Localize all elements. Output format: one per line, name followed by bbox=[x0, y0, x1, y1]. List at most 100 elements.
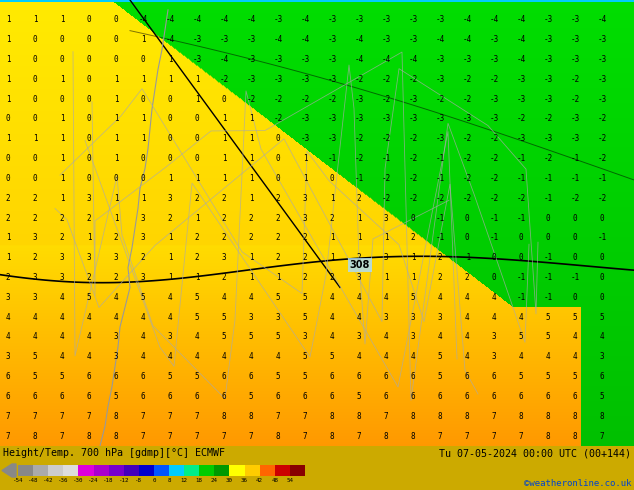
Text: 0: 0 bbox=[87, 154, 91, 163]
Text: 3: 3 bbox=[6, 352, 10, 361]
Text: 5: 5 bbox=[60, 372, 64, 381]
Text: 7: 7 bbox=[249, 432, 254, 441]
Text: 2: 2 bbox=[6, 214, 10, 222]
Text: 0: 0 bbox=[6, 154, 10, 163]
Text: 4: 4 bbox=[249, 352, 254, 361]
Text: 0: 0 bbox=[33, 115, 37, 123]
Text: 4: 4 bbox=[600, 333, 604, 342]
Text: 2: 2 bbox=[113, 273, 119, 282]
Text: 0: 0 bbox=[87, 174, 91, 183]
Text: 4: 4 bbox=[357, 352, 361, 361]
Text: 0: 0 bbox=[411, 214, 415, 222]
Text: 8: 8 bbox=[465, 412, 469, 421]
Text: 6: 6 bbox=[195, 392, 199, 401]
Text: 1: 1 bbox=[167, 253, 172, 262]
Text: -1: -1 bbox=[597, 174, 607, 183]
Text: -3: -3 bbox=[516, 134, 526, 143]
Text: -3: -3 bbox=[301, 75, 309, 84]
Text: -4: -4 bbox=[382, 55, 391, 64]
Text: -3: -3 bbox=[354, 95, 364, 103]
Text: -3: -3 bbox=[327, 115, 337, 123]
Text: 1: 1 bbox=[167, 174, 172, 183]
Text: 1: 1 bbox=[113, 115, 119, 123]
Text: 7: 7 bbox=[141, 412, 145, 421]
Text: -3: -3 bbox=[489, 95, 498, 103]
Text: 308: 308 bbox=[350, 260, 370, 270]
Text: 5: 5 bbox=[302, 293, 307, 302]
Text: 2: 2 bbox=[357, 194, 361, 203]
Text: 3: 3 bbox=[492, 333, 496, 342]
Text: 0: 0 bbox=[600, 253, 604, 262]
Text: -4: -4 bbox=[273, 35, 283, 44]
Text: 6: 6 bbox=[330, 372, 334, 381]
Text: -4: -4 bbox=[138, 15, 148, 24]
Text: 5: 5 bbox=[411, 293, 415, 302]
Text: 2: 2 bbox=[141, 253, 145, 262]
Text: 3: 3 bbox=[33, 233, 37, 243]
Text: 6: 6 bbox=[6, 392, 10, 401]
Text: 5: 5 bbox=[302, 313, 307, 321]
Text: 6: 6 bbox=[600, 372, 604, 381]
Text: -1: -1 bbox=[516, 214, 526, 222]
Text: 5: 5 bbox=[302, 352, 307, 361]
Text: 2: 2 bbox=[195, 194, 199, 203]
Text: -30: -30 bbox=[73, 477, 84, 483]
Text: -2: -2 bbox=[489, 134, 498, 143]
Text: -3: -3 bbox=[462, 115, 472, 123]
Text: 42: 42 bbox=[256, 477, 263, 483]
Text: 1: 1 bbox=[302, 154, 307, 163]
Text: -36: -36 bbox=[58, 477, 68, 483]
Text: 5: 5 bbox=[357, 392, 361, 401]
Text: 0: 0 bbox=[141, 154, 145, 163]
Text: -2: -2 bbox=[571, 194, 579, 203]
Text: 1: 1 bbox=[113, 194, 119, 203]
Text: 7: 7 bbox=[302, 412, 307, 421]
Text: 4: 4 bbox=[222, 352, 226, 361]
Text: 4: 4 bbox=[33, 313, 37, 321]
Text: -3: -3 bbox=[489, 35, 498, 44]
Text: 3: 3 bbox=[6, 293, 10, 302]
Text: 1: 1 bbox=[249, 253, 254, 262]
Text: 0: 0 bbox=[60, 95, 64, 103]
Text: -3: -3 bbox=[543, 35, 553, 44]
Text: 4: 4 bbox=[6, 333, 10, 342]
Text: -3: -3 bbox=[543, 55, 553, 64]
Bar bbox=[18, 465, 33, 476]
Text: 3: 3 bbox=[60, 273, 64, 282]
Text: 2: 2 bbox=[222, 273, 226, 282]
Text: 2: 2 bbox=[276, 194, 280, 203]
Text: -3: -3 bbox=[408, 35, 418, 44]
Text: 0: 0 bbox=[60, 35, 64, 44]
Bar bbox=[108, 465, 124, 476]
Text: 0: 0 bbox=[87, 115, 91, 123]
Text: 2: 2 bbox=[437, 273, 443, 282]
Text: -2: -2 bbox=[408, 194, 418, 203]
Text: 5: 5 bbox=[546, 372, 550, 381]
Text: 1: 1 bbox=[113, 214, 119, 222]
Text: 1: 1 bbox=[141, 194, 145, 203]
Text: -1: -1 bbox=[516, 293, 526, 302]
Text: 1: 1 bbox=[113, 154, 119, 163]
Text: -4: -4 bbox=[462, 15, 472, 24]
Text: -3: -3 bbox=[597, 55, 607, 64]
Text: 1: 1 bbox=[411, 253, 415, 262]
Text: 4: 4 bbox=[519, 313, 523, 321]
Text: 1: 1 bbox=[222, 134, 226, 143]
Text: 8: 8 bbox=[546, 412, 550, 421]
Text: 4: 4 bbox=[492, 293, 496, 302]
Text: 1: 1 bbox=[222, 174, 226, 183]
Text: 1: 1 bbox=[195, 214, 199, 222]
Text: 4: 4 bbox=[519, 352, 523, 361]
Text: -2: -2 bbox=[462, 174, 472, 183]
Text: 0: 0 bbox=[573, 214, 578, 222]
Text: 7: 7 bbox=[6, 432, 10, 441]
Text: -2: -2 bbox=[382, 75, 391, 84]
Text: 4: 4 bbox=[141, 333, 145, 342]
Text: 6: 6 bbox=[167, 392, 172, 401]
Text: -4: -4 bbox=[192, 15, 202, 24]
Text: 0: 0 bbox=[167, 154, 172, 163]
Text: 0: 0 bbox=[113, 174, 119, 183]
Text: 1: 1 bbox=[195, 174, 199, 183]
Text: -4: -4 bbox=[219, 15, 229, 24]
Text: 6: 6 bbox=[465, 372, 469, 381]
